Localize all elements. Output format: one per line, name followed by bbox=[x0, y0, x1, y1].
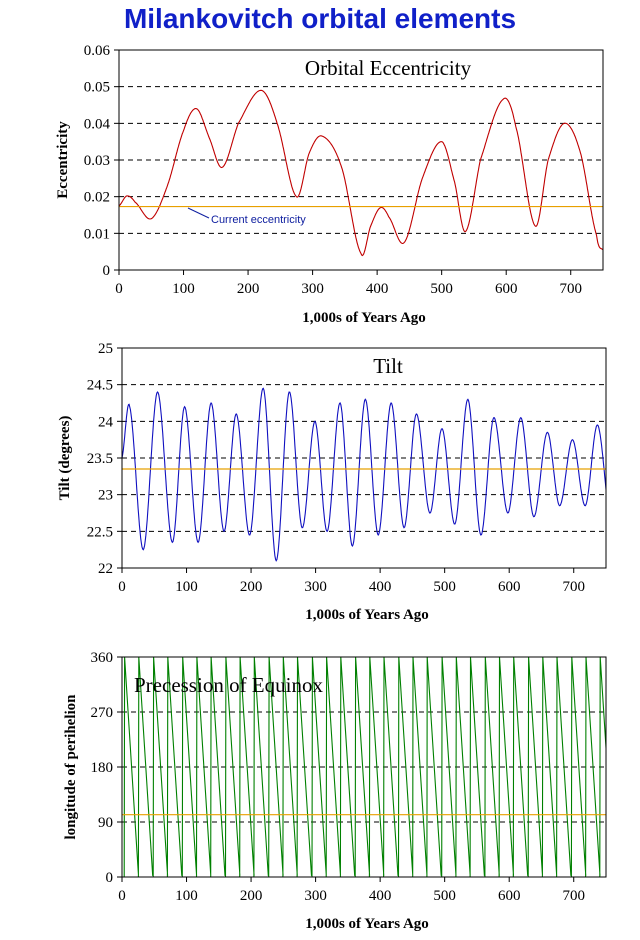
x-tick-label-precession: 100 bbox=[175, 888, 198, 904]
x-tick-label-precession: 200 bbox=[240, 888, 263, 904]
panel-title-precession: Precession of Equinox bbox=[134, 673, 323, 697]
plot-area-eccentricity bbox=[119, 89, 603, 257]
y-tick-label-precession: 0 bbox=[106, 870, 114, 886]
x-axis-title-precession: 1,000s of Years Ago bbox=[305, 916, 429, 932]
x-tick-label-eccentricity: 600 bbox=[495, 281, 518, 297]
y-tick-label-eccentricity: 0.01 bbox=[84, 226, 110, 242]
annotation-label: Current eccentricity bbox=[211, 214, 306, 226]
y-tick-label-precession: 180 bbox=[91, 760, 114, 776]
y-tick-label-tilt: 23.5 bbox=[87, 451, 113, 467]
x-tick-label-precession: 500 bbox=[433, 888, 456, 904]
x-tick-label-precession: 300 bbox=[304, 888, 327, 904]
x-tick-label-precession: 0 bbox=[118, 888, 126, 904]
x-tick-label-precession: 600 bbox=[498, 888, 521, 904]
y-tick-label-eccentricity: 0.06 bbox=[84, 43, 111, 59]
chart-panel-eccentricity: Current eccentricity 0 100 200 300 400 500 600 7… bbox=[55, 43, 604, 326]
annotation-pointer bbox=[187, 207, 210, 219]
x-tick-label-precession: 700 bbox=[562, 888, 585, 904]
x-axis-title-eccentricity: 1,000s of Years Ago bbox=[302, 310, 426, 326]
y-tick-label-tilt: 22 bbox=[98, 561, 113, 577]
x-tick-label-tilt: 700 bbox=[562, 579, 585, 595]
x-tick-label-eccentricity: 0 bbox=[115, 281, 123, 297]
x-tick-label-eccentricity: 700 bbox=[559, 281, 582, 297]
y-axis-title-tilt: Tilt (degrees) bbox=[57, 416, 73, 501]
y-tick-label-eccentricity: 0.02 bbox=[84, 190, 110, 206]
y-tick-label-eccentricity: 0.04 bbox=[84, 116, 111, 132]
panel-title-eccentricity: Orbital Eccentricity bbox=[305, 56, 472, 80]
y-tick-label-eccentricity: 0.03 bbox=[84, 153, 110, 169]
x-tick-label-tilt: 100 bbox=[175, 579, 198, 595]
y-tick-label-tilt: 24 bbox=[98, 414, 114, 430]
y-tick-label-tilt: 22.5 bbox=[87, 524, 113, 540]
x-tick-label-precession: 400 bbox=[369, 888, 392, 904]
x-tick-label-tilt: 0 bbox=[118, 579, 126, 595]
panel-title-tilt: Tilt bbox=[373, 354, 403, 378]
x-tick-label-eccentricity: 300 bbox=[301, 281, 324, 297]
y-tick-label-precession: 270 bbox=[91, 705, 114, 721]
x-tick-label-eccentricity: 400 bbox=[366, 281, 389, 297]
y-tick-label-precession: 90 bbox=[98, 815, 113, 831]
y-tick-label-tilt: 23 bbox=[98, 488, 113, 504]
y-tick-label-tilt: 25 bbox=[98, 341, 113, 357]
x-tick-label-tilt: 500 bbox=[433, 579, 456, 595]
y-tick-label-eccentricity: 0.05 bbox=[84, 80, 110, 96]
x-axis-title-tilt: 1,000s of Years Ago bbox=[305, 607, 429, 623]
chart-panel-precession: 0 100 200 300 400 500 600 700 0 90 180 270 360 Preces… bbox=[63, 650, 607, 932]
x-tick-label-tilt: 200 bbox=[240, 579, 263, 595]
series-line-tilt bbox=[122, 387, 606, 562]
x-tick-label-tilt: 600 bbox=[498, 579, 521, 595]
chart-panel-tilt: 0 100 200 300 400 500 600 700 22 22.5 23 23.5 24 24.5… bbox=[57, 341, 607, 623]
page-title: Milankovitch orbital elements bbox=[123, 3, 517, 34]
x-tick-label-tilt: 300 bbox=[304, 579, 327, 595]
y-tick-label-eccentricity: 0 bbox=[103, 263, 111, 279]
y-axis-title-eccentricity: Eccentricity bbox=[55, 121, 71, 199]
y-tick-label-precession: 360 bbox=[91, 650, 114, 666]
x-tick-label-tilt: 400 bbox=[369, 579, 392, 595]
x-tick-label-eccentricity: 100 bbox=[172, 281, 195, 297]
y-tick-label-tilt: 24.5 bbox=[87, 378, 113, 394]
x-tick-label-eccentricity: 500 bbox=[430, 281, 453, 297]
y-axis-title-precession: longitude of perihelion bbox=[63, 694, 79, 840]
x-tick-label-eccentricity: 200 bbox=[237, 281, 260, 297]
series-line-eccentricity bbox=[119, 89, 603, 257]
plot-area-tilt bbox=[122, 387, 606, 562]
